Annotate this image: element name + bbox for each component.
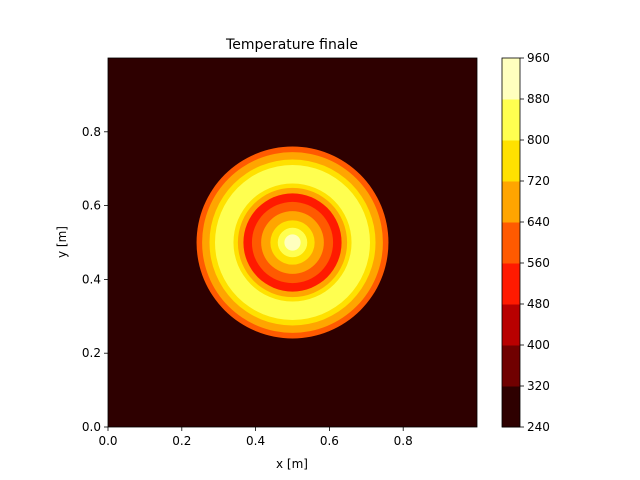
- y-axis: 0.0 0.2 0.4 0.6 0.8: [82, 125, 108, 434]
- x-axis-label: x [m]: [276, 457, 308, 471]
- colorbar-tick-label: 400: [527, 338, 550, 352]
- y-tick-label: 0.8: [82, 125, 101, 139]
- colorbar-tick-label: 320: [527, 379, 550, 393]
- colorbar-tick-label: 640: [527, 215, 550, 229]
- x-tick-label: 0.0: [98, 434, 117, 448]
- colorbar-tick-label: 960: [527, 51, 550, 65]
- colorbar: 240 320 400 480 560 640 720 800 880 960: [501, 51, 550, 434]
- x-tick-label: 0.4: [246, 434, 265, 448]
- colorbar-segment: [502, 99, 520, 141]
- colorbar-segment: [502, 345, 520, 387]
- colorbar-tick-label: 480: [527, 297, 550, 311]
- colorbar-segment: [502, 386, 520, 428]
- colorbar-tick-label: 720: [527, 174, 550, 188]
- colorbar-segment: [502, 263, 520, 305]
- chart-title: Temperature finale: [225, 37, 358, 53]
- colorbar-frame: [501, 57, 521, 428]
- x-tick-label: 0.6: [320, 434, 339, 448]
- colorbar-segment: [502, 181, 520, 223]
- colorbar-tick-label: 240: [527, 420, 550, 434]
- x-tick-label: 0.8: [394, 434, 413, 448]
- y-tick-label: 0.0: [82, 420, 101, 434]
- colorbar-segment: [502, 140, 520, 182]
- colorbar-segment: [502, 222, 520, 264]
- contour-band-11: [284, 234, 301, 251]
- x-axis: 0.0 0.2 0.4 0.6 0.8: [98, 427, 413, 448]
- colorbar-tick-label: 560: [527, 256, 550, 270]
- colorbar-tick-label: 880: [527, 92, 550, 106]
- colorbar-segment: [502, 304, 520, 346]
- y-tick-label: 0.2: [82, 346, 101, 360]
- y-tick-label: 0.6: [82, 199, 101, 213]
- colorbar-segment: [502, 58, 520, 100]
- y-axis-label: y [m]: [55, 226, 69, 258]
- y-tick-label: 0.4: [82, 272, 101, 286]
- plot-frame: [107, 57, 478, 428]
- plot-area: [108, 58, 477, 427]
- x-tick-label: 0.2: [172, 434, 191, 448]
- colorbar-tick-label: 800: [527, 133, 550, 147]
